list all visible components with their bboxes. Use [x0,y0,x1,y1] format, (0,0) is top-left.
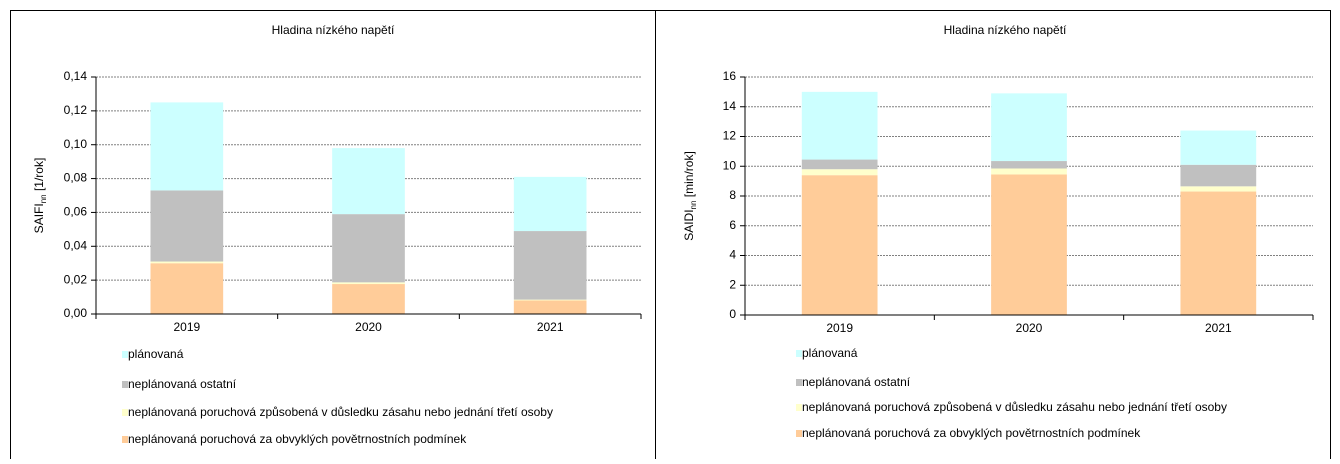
y-tick-label: 6 [729,218,736,232]
legend-swatch [796,350,802,357]
bar-segment [801,159,878,170]
y-tick-label: 0,04 [64,238,88,252]
y-axis-label: SAIFInn [1/rok] [32,158,48,234]
legend-label: neplánovaná ostatní [802,375,911,389]
y-tick-label: 0,00 [64,306,88,320]
y-tick-label: 8 [729,188,736,202]
x-tick-label: 2021 [537,320,564,334]
legend-label: plánovaná [128,347,184,361]
bar-segment [991,174,1067,315]
legend-swatch [122,351,128,358]
bar-segment [150,102,224,191]
x-tick-label: 2019 [173,320,200,334]
legend-label: neplánovaná poruchová způsobená v důsled… [128,405,553,419]
bar-segment [1180,130,1257,165]
bar-segment [513,299,587,301]
y-tick-label: 12 [723,129,737,143]
bar-segment [801,91,878,160]
legend-label: neplánovaná poruchová za obvyklých povět… [802,426,1141,440]
bar-segment [332,282,405,285]
bar-segment [991,161,1067,169]
bar-segment [150,261,224,264]
legend-swatch [796,404,802,411]
y-tick-label: 14 [723,99,737,113]
y-axis-label-main: SAIDI [682,209,696,240]
x-tick-label: 2021 [1205,321,1232,335]
y-axis-label: SAIDInn [min/rok] [682,151,698,241]
bar-segment [801,169,878,176]
x-tick-label: 2019 [826,321,853,335]
y-tick-label: 4 [729,248,736,262]
bar-segment [1180,191,1257,315]
y-tick-label: 0,14 [64,69,88,83]
y-axis-label-sub: nn [689,201,698,210]
bar-segment [513,176,587,232]
legend-swatch [796,430,802,437]
y-tick-label: 2 [729,277,736,291]
bar-segment [332,148,405,215]
legend-swatch [796,379,802,386]
y-axis-label-main: SAIFI [32,203,46,233]
bar-segment [332,214,405,283]
legend-label: neplánovaná poruchová způsobená v důsled… [802,400,1227,414]
y-tick-label: 0,12 [64,103,88,117]
legend-label: plánovaná [802,346,858,360]
chart-title: Hladina nízkého napětí [272,23,395,37]
legend-label: neplánovaná poruchová za obvyklých povět… [128,432,467,446]
y-tick-label: 0,06 [64,205,88,219]
bar-segment [332,284,405,314]
y-tick-label: 0,02 [64,272,88,286]
bar-segment [150,190,224,262]
legend-swatch [122,381,128,388]
legend-label: neplánovaná ostatní [128,377,237,391]
legend-swatch [122,436,128,443]
bar-segment [801,175,878,315]
bar-segment [150,263,224,314]
y-tick-label: 10 [723,158,737,172]
bar-segment [513,231,587,300]
y-tick-label: 16 [723,69,737,83]
bar-segment [1180,164,1257,187]
bar-segment [991,93,1067,162]
y-tick-label: 0,08 [64,171,88,185]
y-axis-label-sub: nn [39,194,48,203]
y-axis-label-unit: [1/rok] [32,158,46,195]
bar-segment [513,300,587,314]
x-tick-label: 2020 [1016,321,1043,335]
x-tick-label: 2020 [355,320,382,334]
bar-segment [1180,186,1257,192]
bar-segment [991,168,1067,175]
y-tick-label: 0,10 [64,137,88,151]
y-axis-label-unit: [min/rok] [682,151,696,200]
chart-title: Hladina nízkého napětí [944,23,1067,37]
legend-swatch [122,409,128,416]
y-tick-label: 0 [729,307,736,321]
